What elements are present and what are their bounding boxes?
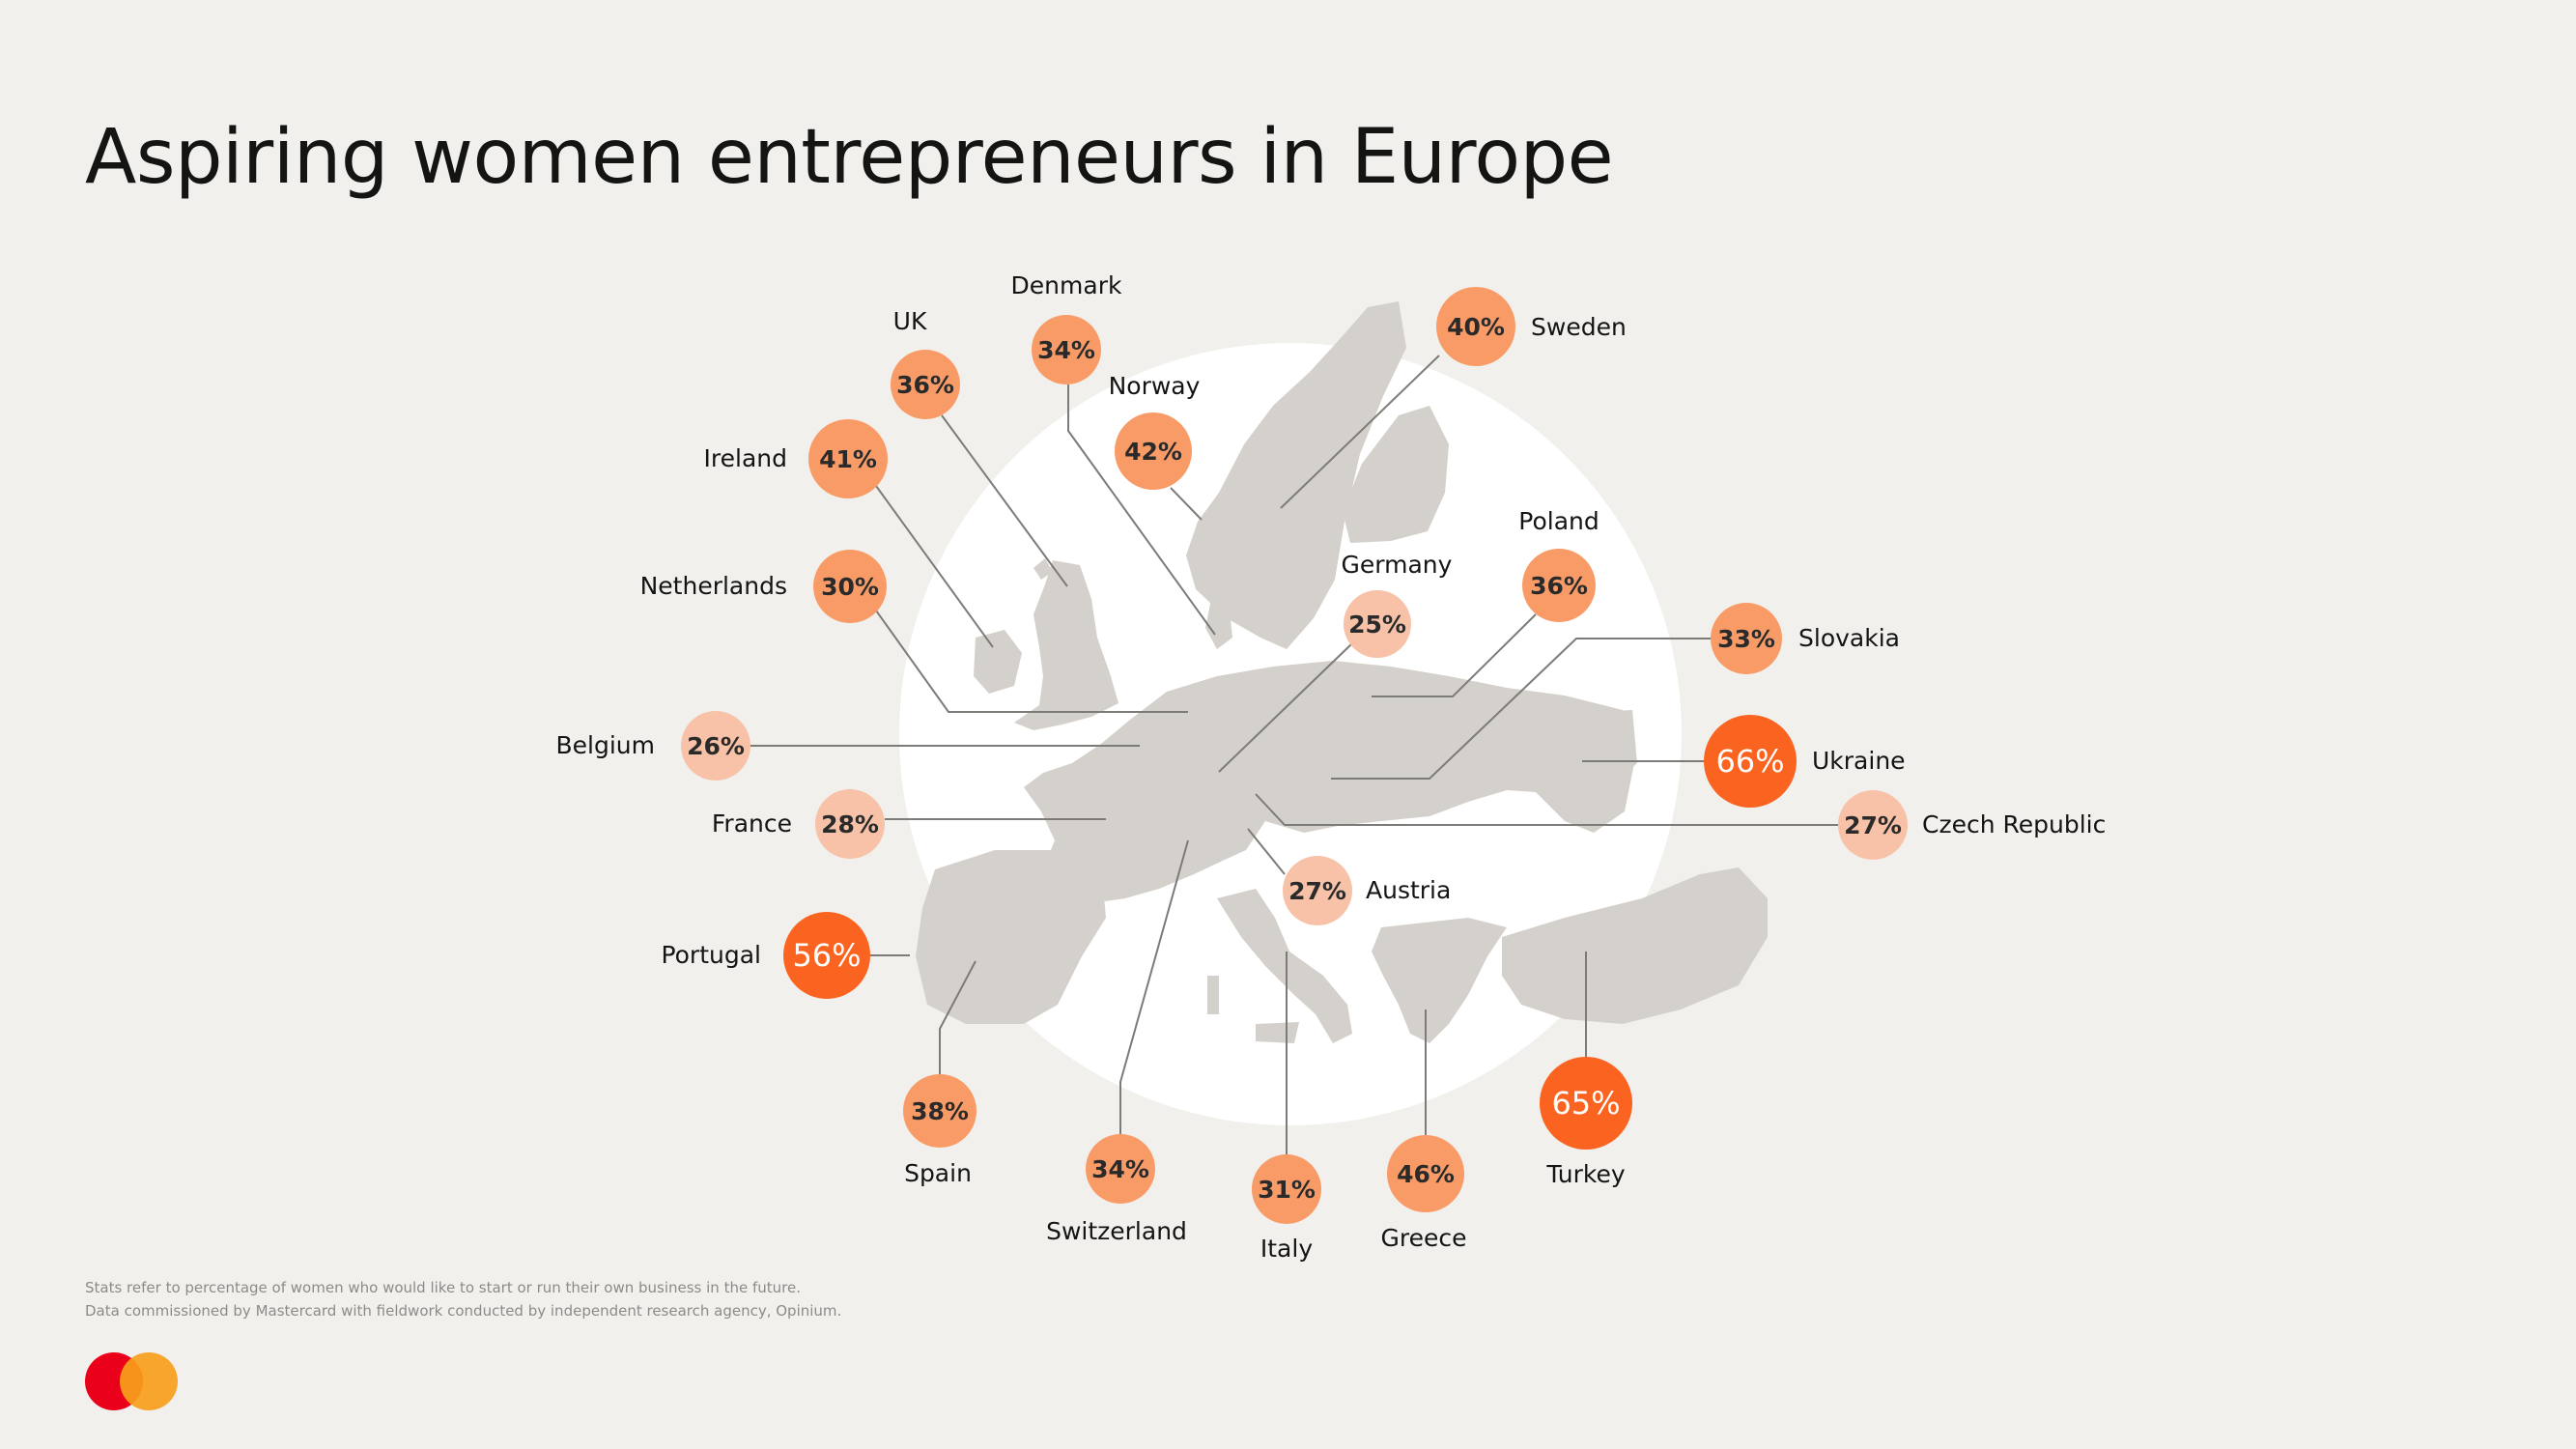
country-label-denmark: Denmark [1010,271,1122,299]
leader-line-netherlands [875,610,1188,713]
value-bubble-ukraine: 66% [1704,715,1797,808]
footnote: Stats refer to percentage of women who w… [85,1276,841,1322]
europe-landmass [916,301,1768,1043]
country-label-france: France [711,810,792,838]
country-label-norway: Norway [1108,372,1201,400]
value-bubble-sweden: 40% [1436,287,1515,366]
value-bubble-austria: 27% [1283,856,1352,925]
value-bubble-netherlands: 30% [813,550,887,623]
page-title: Aspiring women entrepreneurs in Europe [85,114,1614,201]
logo-yellow-circle [120,1352,178,1410]
country-label-ireland: Ireland [703,444,787,472]
country-label-poland: Poland [1518,507,1599,535]
value-bubble-poland: 36% [1522,549,1596,622]
country-label-spain: Spain [904,1159,972,1187]
value-bubble-italy: 31% [1252,1154,1321,1224]
value-bubble-turkey: 65% [1540,1057,1632,1150]
leader-line-spain [939,960,977,1074]
mastercard-logo [85,1352,178,1410]
value-bubble-portugal: 56% [783,912,870,999]
leader-line-denmark [1067,384,1216,636]
country-label-turkey: Turkey [1546,1160,1626,1188]
value-bubble-denmark: 34% [1032,315,1101,384]
country-label-uk: UK [892,307,927,335]
leader-lines [750,355,1838,1154]
leader-line-switzerland [1119,839,1189,1134]
value-bubble-switzerland: 34% [1086,1134,1155,1204]
leader-line-poland [1372,613,1537,697]
leader-line-uk [941,414,1068,587]
country-label-italy: Italy [1260,1235,1314,1263]
leader-line-czech [1255,793,1838,826]
footnote-line-2: Data commissioned by Mastercard with fie… [85,1302,842,1320]
country-label-netherlands: Netherlands [639,572,787,600]
country-label-slovakia: Slovakia [1798,624,1900,652]
value-bubble-norway: 42% [1115,412,1192,490]
value-bubble-uk: 36% [891,350,960,419]
leader-line-germany [1218,642,1353,773]
leader-line-ireland [875,485,994,648]
country-label-austria: Austria [1366,876,1452,904]
value-bubble-spain: 38% [903,1074,977,1148]
country-label-ukraine: Ukraine [1812,747,1906,775]
country-label-czech: Czech Republic [1922,810,2107,838]
country-label-portugal: Portugal [661,941,761,969]
country-label-germany: Germany [1341,551,1453,579]
value-bubble-ireland: 41% [808,419,888,498]
country-label-sweden: Sweden [1531,313,1627,341]
value-bubble-czech: 27% [1838,790,1908,860]
leader-line-slovakia [1331,638,1711,780]
leader-line-sweden [1280,355,1440,509]
value-bubble-germany: 25% [1344,590,1411,658]
footnote-line-1: Stats refer to percentage of women who w… [85,1279,801,1296]
leader-line-norway [1170,487,1203,521]
value-bubble-belgium: 26% [681,711,750,781]
country-label-switzerland: Switzerland [1046,1217,1187,1245]
value-bubble-slovakia: 33% [1711,603,1782,674]
country-label-belgium: Belgium [555,731,656,759]
value-bubble-greece: 46% [1387,1135,1464,1212]
value-bubble-france: 28% [815,789,885,859]
leader-line-austria [1247,828,1286,875]
country-label-greece: Greece [1380,1224,1467,1252]
